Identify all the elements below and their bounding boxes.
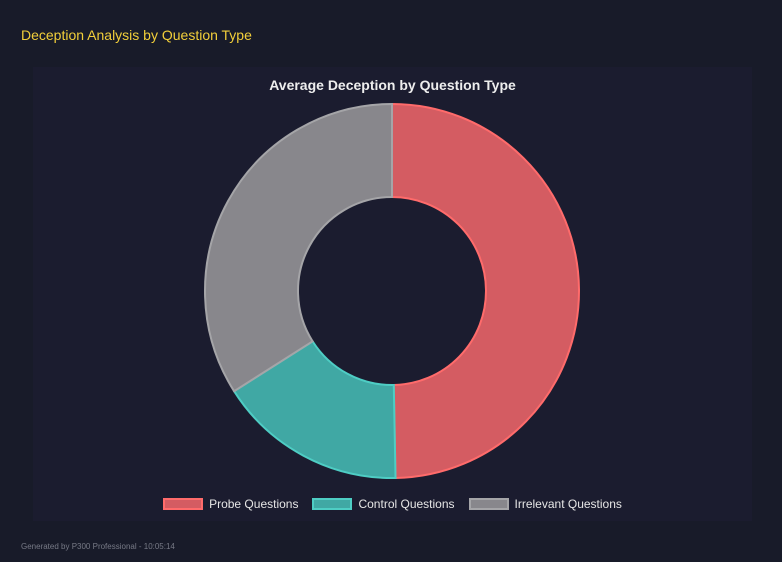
legend-label: Irrelevant Questions (514, 497, 622, 511)
legend-item-irrelevant[interactable]: Irrelevant Questions (468, 497, 622, 511)
legend-item-control[interactable]: Control Questions (312, 497, 455, 511)
page-title: Deception Analysis by Question Type (21, 27, 252, 43)
legend: Probe Questions Control Questions Irrele… (33, 497, 752, 511)
legend-swatch (312, 498, 353, 510)
legend-label: Probe Questions (209, 497, 299, 511)
legend-label: Control Questions (358, 497, 455, 511)
donut-slice-irrelevant-questions[interactable] (204, 102, 393, 393)
footer-text: Generated by P300 Professional - 10:05:1… (21, 542, 175, 551)
legend-swatch (163, 498, 204, 510)
donut-slice-control-questions[interactable] (232, 339, 397, 479)
chart-title: Average Deception by Question Type (269, 77, 516, 93)
donut-slice-probe-questions[interactable] (391, 102, 581, 479)
legend-item-probe[interactable]: Probe Questions (163, 497, 298, 511)
legend-swatch (468, 498, 509, 510)
donut-chart (204, 102, 581, 479)
chart-card: Average Deception by Question Type Probe… (33, 67, 752, 521)
